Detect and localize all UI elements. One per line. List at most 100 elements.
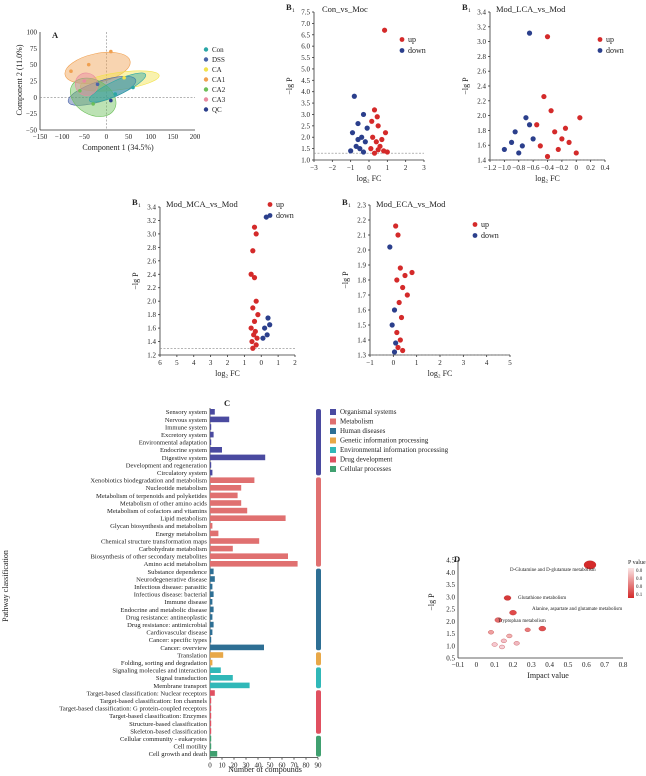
group-strip [316, 690, 321, 734]
colorbar [628, 568, 634, 598]
volcano-point-down [349, 130, 356, 136]
pathway-bar [210, 409, 215, 415]
volcano-point-up [393, 223, 399, 229]
volcano-point-down [362, 139, 368, 145]
volcano-letter-sub: 1 [138, 203, 141, 209]
pca-legend-label: Con [212, 46, 224, 54]
volcano-x-tick: 6 [158, 359, 162, 367]
volcano-point-down [391, 307, 398, 313]
volcano-point-up [251, 224, 258, 230]
volcano-point-up [251, 318, 258, 324]
pathway-bar [210, 614, 213, 620]
panel-c-xlabel: Number of compounds [228, 765, 302, 774]
pca-sample-point [122, 75, 126, 80]
bars-x-tick: 70 [291, 762, 299, 770]
volcano-y-tick: 1.4 [147, 338, 156, 346]
volcano-y-tick: 7.5 [301, 9, 310, 17]
pca-sample-point [113, 92, 118, 96]
volcano-x-tick: −1.0 [498, 164, 511, 172]
group-strip [316, 652, 321, 666]
volcano-y-tick: 3.4 [477, 9, 486, 17]
pca-sample-point [95, 82, 100, 87]
pathway-category-label: Development and regeneration [126, 462, 208, 469]
pca-legend-marker [203, 57, 209, 62]
volcano-point-down [387, 244, 393, 250]
volcano-y-tick: 6.5 [301, 31, 310, 39]
impact-pathway-point [506, 633, 513, 639]
pathway-bar [210, 720, 212, 727]
pathway-category-label: Cell motility [173, 744, 207, 751]
volcano-x-tick: 2 [438, 359, 442, 367]
volcano-point-down [512, 129, 518, 135]
volcano-point-up [373, 139, 379, 145]
pathway-category-label: Immune system [165, 424, 208, 431]
pathway-category-label: Cancer: overview [160, 645, 207, 652]
volcano-point-down [516, 150, 522, 156]
bars-legend-swatch [330, 447, 336, 453]
volcano-point-down [357, 146, 363, 152]
pathway-category-label: Chemical structure transformation maps [101, 538, 207, 545]
pca-legend-marker [203, 67, 209, 72]
impact-pathway-point [494, 617, 502, 623]
volcano-x-tick: 3 [422, 164, 426, 172]
volcano-x-tick: 0.4 [601, 164, 610, 172]
volcano-y-tick: 1.8 [357, 277, 366, 285]
volcano-legend-marker [597, 48, 603, 53]
pathway-category-label: Metabolism of cofactors and vitamins [107, 508, 207, 515]
pca-sample-point [69, 69, 73, 73]
volcano-point-up [251, 332, 257, 338]
impact-x-tick: 0.6 [582, 661, 591, 669]
volcano-y-tick: 2.6 [147, 257, 156, 265]
volcano-x-tick: −0.6 [527, 164, 540, 172]
volcano-point-up [374, 114, 380, 120]
pathway-bar [210, 485, 242, 491]
volcano-point-down [355, 136, 361, 143]
panel-d-colorbar-label: P value [628, 560, 646, 566]
pathway-bar [210, 462, 212, 468]
volcano-legend-label: down [408, 46, 426, 55]
pathway-category-label: Cancer: specific types [149, 637, 208, 644]
volcano-x-tick: −0.2 [556, 164, 569, 172]
volcano-x-tick: −1.2 [484, 164, 497, 172]
pca-y-tick: −50 [26, 127, 37, 135]
volcano-point-down [360, 111, 367, 118]
pathway-category-label: Carbohydrate metabolism [139, 546, 208, 553]
volcano-point-down [360, 149, 367, 155]
bars-x-tick: 0 [208, 762, 212, 770]
pca-legend-marker [203, 97, 209, 102]
pathway-category-label: Endocrine system [160, 447, 208, 454]
volcano-point-up [396, 299, 402, 306]
pathway-category-label: Amino acid metabolism [144, 561, 208, 568]
volcano-point-up [398, 314, 405, 321]
volcano-y-tick: 4.0 [301, 88, 310, 96]
impact-pathway-point [583, 560, 597, 570]
volcano-y-tick: 2.4 [147, 271, 156, 279]
volcano-point-up [375, 123, 381, 129]
panel-a-letter: A [52, 30, 59, 40]
pca-x-tick: 50 [125, 133, 133, 141]
volcano-y-tick: 2.8 [477, 53, 486, 61]
impact-x-tick: 0.7 [600, 661, 609, 669]
group-strip [316, 667, 321, 689]
impact-y-tick: 4.0 [446, 569, 455, 577]
pca-x-tick: −150 [33, 133, 48, 141]
impact-y-tick: 3.5 [446, 581, 455, 589]
volcano-x-tick: 1 [276, 359, 280, 367]
pca-legend-label: CA3 [212, 96, 226, 104]
volcano-xlabel: log₂ FC [535, 174, 560, 183]
pca-group-ellipse [88, 72, 147, 103]
volcano-x-tick: 0 [392, 359, 396, 367]
pathway-bar [210, 705, 212, 711]
pathway-bar [210, 743, 212, 749]
pca-sample-point [109, 49, 113, 54]
impact-x-tick: −0.1 [452, 661, 465, 669]
volcano-point-up [400, 347, 406, 354]
volcano-title: Mod_MCA_vs_Mod [166, 199, 239, 209]
pathway-category-label: Neurodegenerative disease [136, 576, 207, 583]
volcano-title: Mod_LCA_vs_Mod [496, 4, 566, 14]
pathway-category-label: Signal transduction [156, 675, 208, 682]
pca-sample-point [78, 89, 82, 93]
volcano-x-tick: 1 [386, 164, 390, 172]
pathway-category-label: Substance dependence [147, 569, 207, 576]
